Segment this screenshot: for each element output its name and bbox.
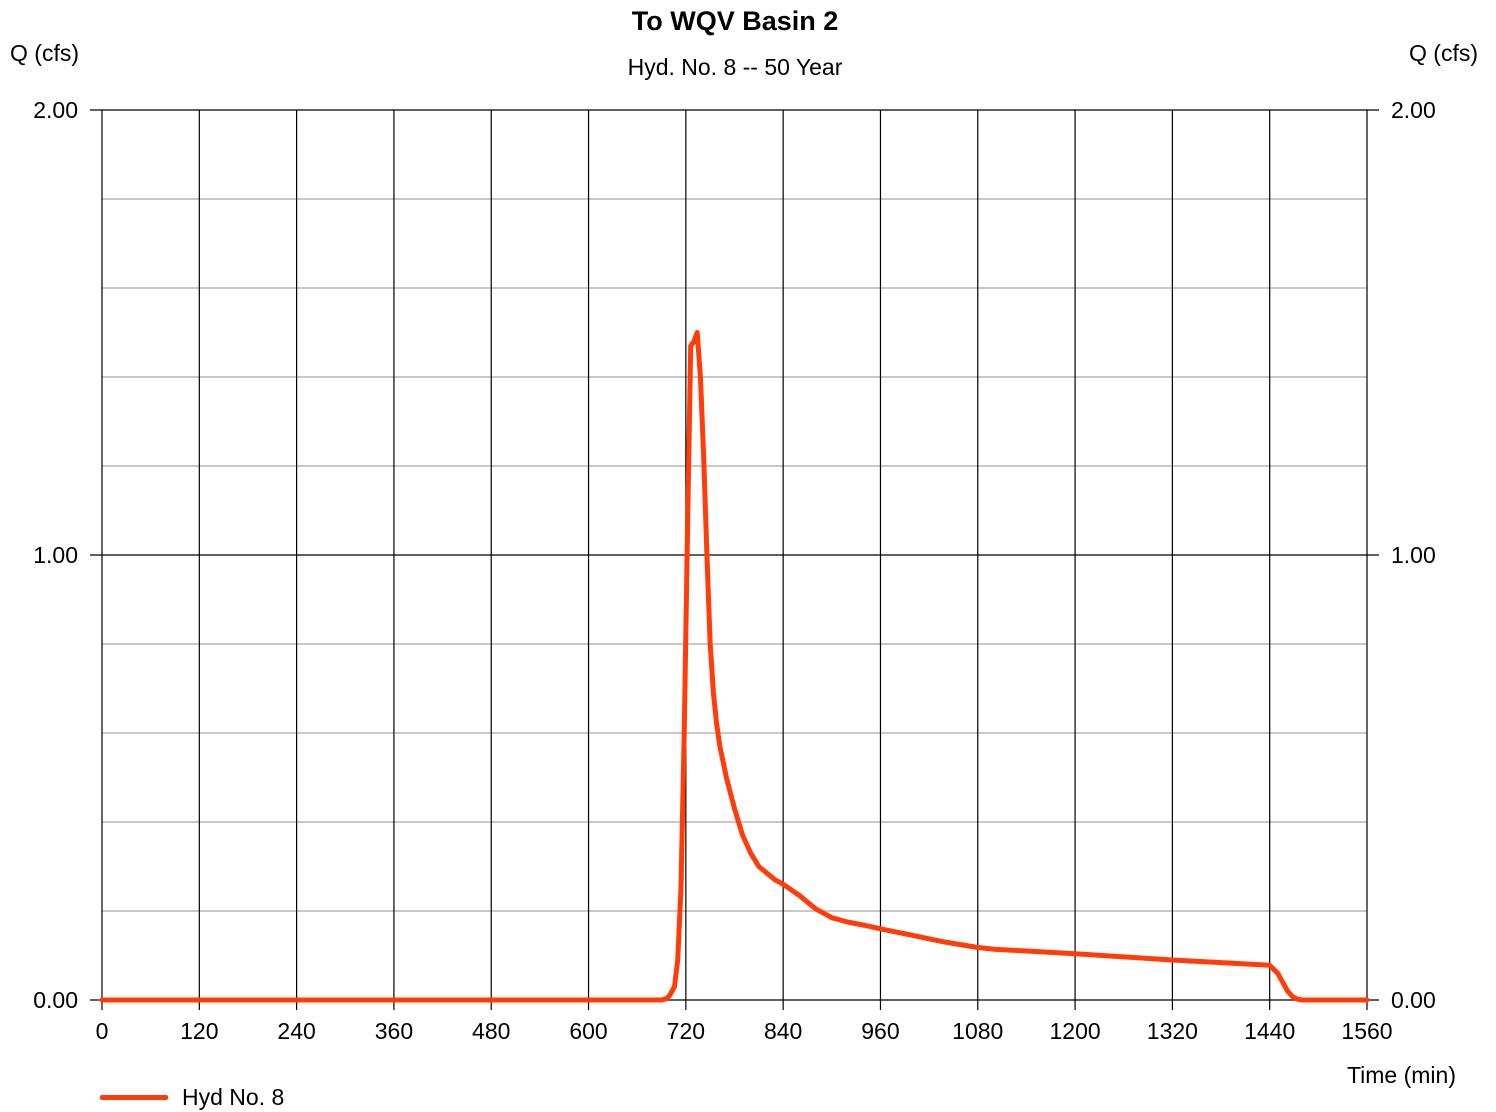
x-tick-label: 0 <box>96 1018 109 1044</box>
x-axis-label: Time (min) <box>1346 1062 1456 1088</box>
x-tick-label: 1320 <box>1147 1018 1198 1044</box>
y-tick-label-right: 1.00 <box>1391 542 1436 568</box>
legend-label: Hyd No. 8 <box>182 1084 285 1110</box>
chart-title: To WQV Basin 2 <box>631 6 839 36</box>
y-tick-label-left: 0.00 <box>33 987 78 1013</box>
x-tick-label: 480 <box>472 1018 510 1044</box>
y-axis-label-right: Q (cfs) <box>1409 40 1478 66</box>
x-tick-label: 1560 <box>1341 1018 1392 1044</box>
series-line <box>99 330 1370 1003</box>
x-tick-label: 1440 <box>1244 1018 1295 1044</box>
chart-subtitle: Hyd. No. 8 -- 50 Year <box>627 54 843 80</box>
x-tick-label: 240 <box>277 1018 315 1044</box>
x-tick-label: 1080 <box>952 1018 1003 1044</box>
y-tick-label-left: 2.00 <box>33 97 78 123</box>
legend-swatch <box>100 1095 168 1100</box>
y-tick-label-right: 0.00 <box>1391 987 1436 1013</box>
x-tick-label: 1200 <box>1049 1018 1100 1044</box>
x-tick-label: 960 <box>861 1018 899 1044</box>
x-tick-label: 120 <box>180 1018 218 1044</box>
x-tick-label: 720 <box>667 1018 705 1044</box>
x-tick-label: 360 <box>375 1018 413 1044</box>
x-tick-label: 840 <box>764 1018 802 1044</box>
y-tick-label-right: 2.00 <box>1391 97 1436 123</box>
x-tick-label: 600 <box>569 1018 607 1044</box>
y-axis-label-left: Q (cfs) <box>10 40 79 66</box>
y-tick-label-left: 1.00 <box>33 542 78 568</box>
